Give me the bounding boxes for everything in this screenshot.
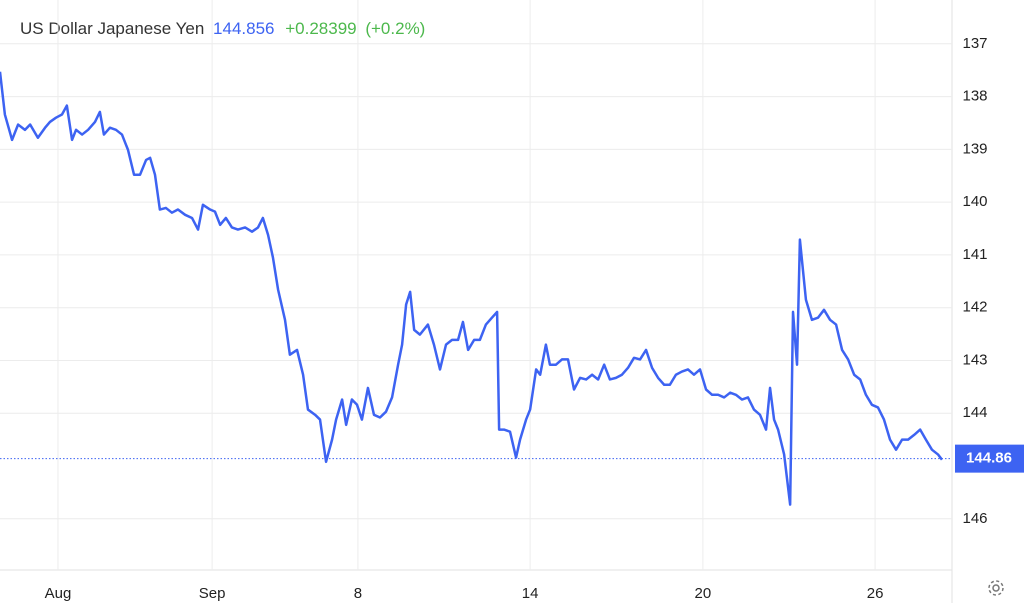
y-tick-label: 141 [962, 246, 987, 263]
y-tick-label: 146 [962, 510, 987, 527]
y-tick-label: 139 [962, 140, 987, 157]
x-tick-label: Aug [45, 585, 72, 602]
change-percent: (+0.2%) [365, 19, 425, 38]
y-tick-label: 144 [962, 404, 987, 421]
change: +0.28399 [285, 19, 356, 38]
x-tick-label: Sep [199, 585, 226, 602]
y-tick-label: 140 [962, 193, 987, 210]
x-tick-label: 20 [695, 585, 712, 602]
price-line [0, 71, 943, 506]
y-tick-label: 137 [962, 35, 987, 52]
settings-icon[interactable] [988, 580, 1004, 596]
x-tick-label: 8 [354, 585, 362, 602]
header: US Dollar Japanese Yen 144.856 +0.28399 … [20, 19, 425, 38]
last-value-badge [955, 444, 1024, 473]
x-tick-label: 26 [867, 585, 884, 602]
last-value-label: 144.86 [966, 450, 1012, 467]
y-tick-label: 143 [962, 351, 987, 368]
chart-title: US Dollar Japanese Yen [20, 19, 204, 38]
x-tick-label: 14 [522, 585, 539, 602]
y-tick-label: 142 [962, 299, 987, 316]
price: 144.856 [213, 19, 274, 38]
y-tick-label: 138 [962, 88, 987, 105]
